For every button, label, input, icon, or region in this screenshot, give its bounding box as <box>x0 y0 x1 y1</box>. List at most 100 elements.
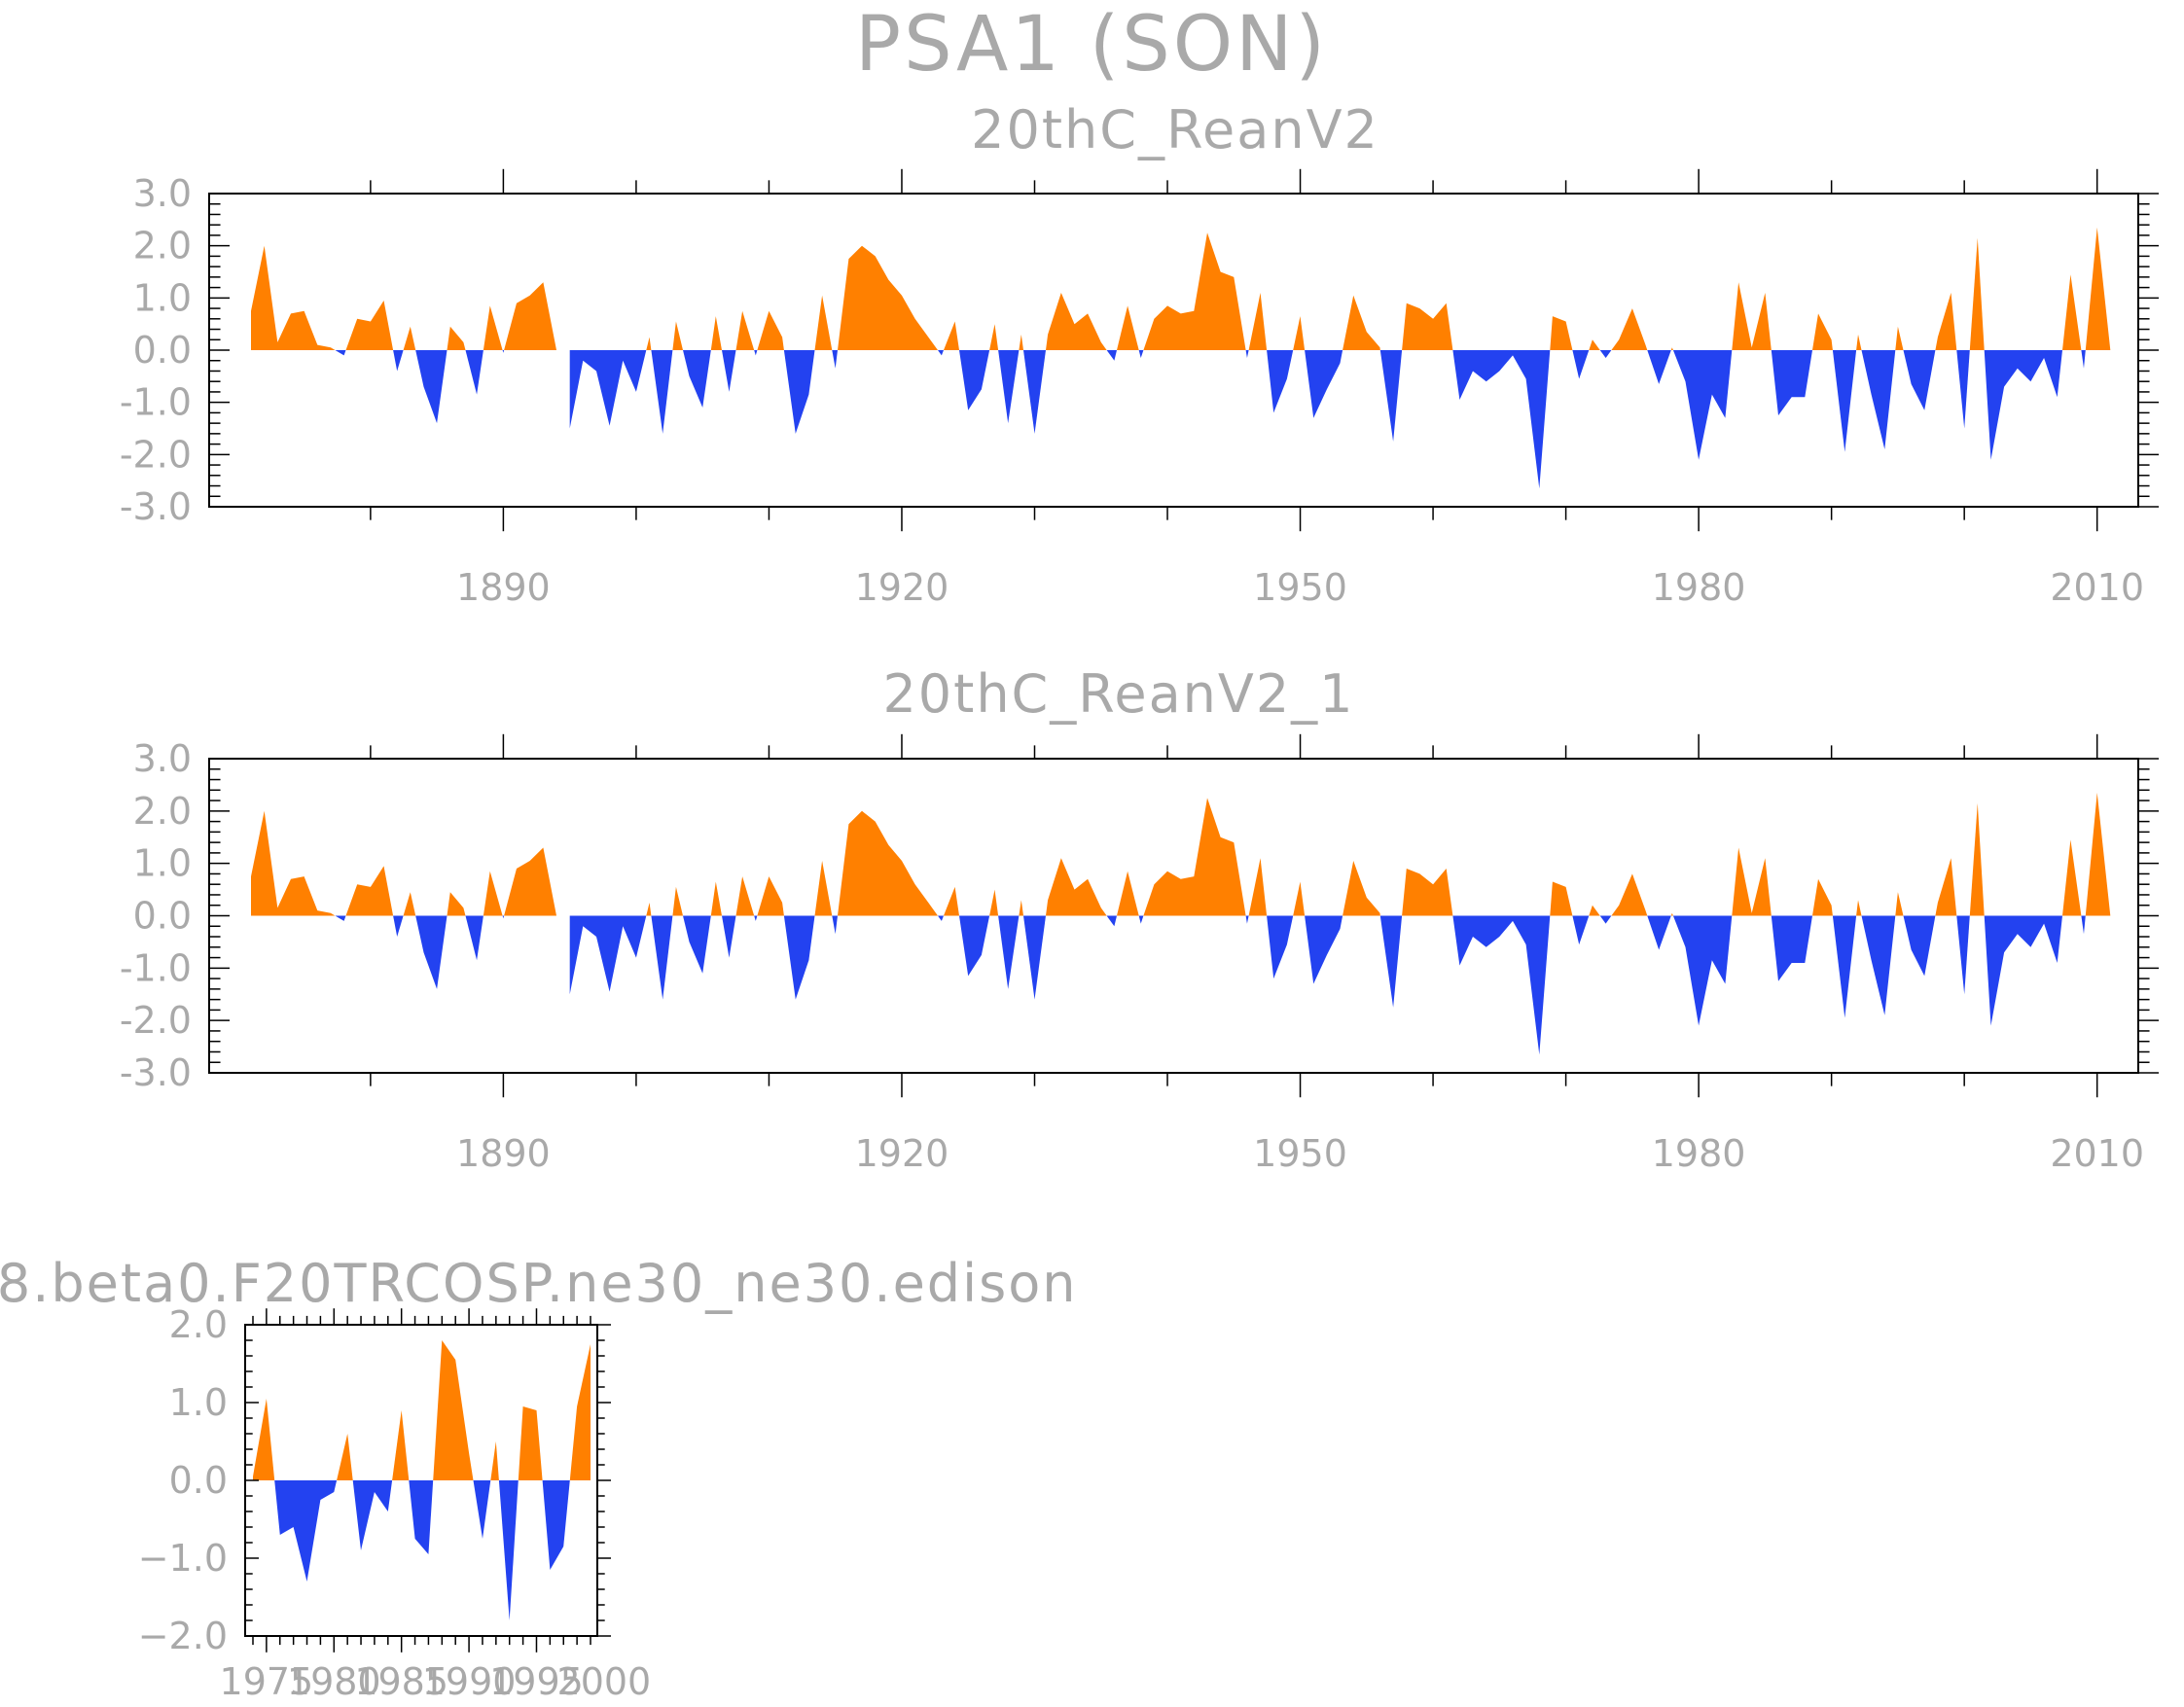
negative-area <box>651 915 673 1000</box>
negative-area <box>754 915 758 921</box>
negative-area <box>1267 915 1294 979</box>
y-tick-label: 0.0 <box>133 895 192 938</box>
negative-area <box>473 1480 491 1539</box>
x-tick-label: 1995 <box>489 1660 584 1703</box>
positive-area <box>735 876 755 916</box>
positive-area <box>757 876 784 916</box>
x-tick-label: 1980 <box>1652 566 1746 609</box>
positive-area <box>1895 892 1904 916</box>
y-tick-label: -3.0 <box>120 485 192 528</box>
negative-area <box>1903 915 1936 977</box>
positive-area <box>1117 871 1139 916</box>
positive-area <box>447 892 466 916</box>
panel-title: 20thC_ReanV2_1 <box>882 663 1354 725</box>
positive-area <box>483 871 503 916</box>
negative-area <box>415 915 448 989</box>
negative-area <box>1138 350 1144 358</box>
panel-plot: −2.0 −1.0 0.0 1.0 2.0 19751980198519901995200… <box>138 1303 652 1703</box>
positive-area <box>1969 802 1985 916</box>
negative-area <box>1599 350 1612 358</box>
positive-area <box>392 1410 410 1480</box>
x-tick-label: 1980 <box>1652 1132 1746 1175</box>
positive-area <box>433 1340 474 1480</box>
positive-area <box>447 326 466 350</box>
positive-area <box>1589 905 1600 916</box>
negative-area <box>1452 915 1551 1055</box>
negative-area <box>1305 915 1343 984</box>
negative-area <box>1267 350 1294 413</box>
negative-area <box>569 350 647 429</box>
negative-area <box>754 350 758 356</box>
positive-area <box>710 316 722 350</box>
x-tick-label: 1920 <box>855 566 949 609</box>
negative-area <box>465 915 483 961</box>
x-tick-label: 1950 <box>1253 566 1347 609</box>
x-tick-label: 1890 <box>456 566 551 609</box>
x-tick-label: 2010 <box>2050 1132 2144 1175</box>
negative-area <box>393 915 404 937</box>
negative-area <box>1572 915 1590 945</box>
negative-area <box>1984 915 2062 1026</box>
positive-area <box>337 1434 353 1480</box>
negative-area <box>1379 350 1403 442</box>
y-tick-label: 0.0 <box>169 1459 228 1502</box>
positive-area <box>838 245 938 350</box>
positive-area <box>569 1344 591 1480</box>
negative-area <box>1106 350 1117 361</box>
positive-area <box>1117 305 1139 350</box>
negative-area <box>1984 350 2062 460</box>
positive-area <box>1248 293 1268 350</box>
panel-20thc-reanv2: 20thC_ReanV2 -3.0 -2.0 -1.0 0.0 1.0 2.0 3.0 189… <box>120 99 2159 609</box>
negative-area <box>1956 915 1970 995</box>
figure-title: PSA1 (SON) <box>855 1 1328 89</box>
panel-title: 20thC_ReanV2 <box>971 99 1379 160</box>
negative-area <box>1023 350 1046 434</box>
positive-area <box>1293 881 1306 916</box>
negative-area <box>542 1480 570 1570</box>
positive-area <box>1812 878 1833 916</box>
negative-area <box>1903 350 1936 410</box>
negative-area <box>683 915 711 974</box>
negative-area <box>1771 915 1812 981</box>
negative-area <box>1599 915 1612 924</box>
negative-area <box>415 350 448 424</box>
y-tick-label: -2.0 <box>120 999 192 1042</box>
x-tick-label: 1985 <box>354 1660 448 1703</box>
positive-area <box>2062 274 2082 350</box>
panel-plot: -3.0 -2.0 -1.0 0.0 1.0 2.0 3.0 1890 1920 1950 1980… <box>120 733 2159 1175</box>
negative-area <box>1832 915 1857 1018</box>
x-tick-label: 1890 <box>456 1132 551 1175</box>
y-tick-label: 1.0 <box>169 1381 228 1424</box>
negative-area <box>409 1480 434 1554</box>
positive-area <box>735 310 755 350</box>
positive-area <box>518 1406 543 1480</box>
negative-area <box>832 915 838 935</box>
negative-area <box>1245 915 1249 924</box>
negative-area <box>352 1480 393 1550</box>
positive-area <box>403 892 416 916</box>
y-tick-label: -2.0 <box>120 433 192 476</box>
positive-area <box>1248 858 1268 916</box>
positive-area <box>1019 334 1023 350</box>
positive-area <box>1856 900 1862 916</box>
y-tick-label: -3.0 <box>120 1051 192 1094</box>
positive-area <box>251 245 336 350</box>
positive-area <box>646 337 652 350</box>
negative-area <box>722 915 736 958</box>
positive-area <box>814 295 833 350</box>
y-tick-label: 0.0 <box>133 329 192 372</box>
positive-area <box>1670 347 1673 350</box>
positive-area <box>1402 302 1453 350</box>
positive-area <box>251 810 336 916</box>
negative-area <box>651 350 673 434</box>
positive-area <box>1293 316 1306 350</box>
x-tick-label: 2010 <box>2050 566 2144 609</box>
y-tick-label: −2.0 <box>138 1615 228 1657</box>
negative-area <box>335 350 346 356</box>
positive-area <box>989 324 999 350</box>
negative-area <box>722 350 736 392</box>
negative-area <box>1106 915 1117 927</box>
panel-title: 18.beta0.F20TRCOSP.ne30_ne30.edison <box>0 1253 1077 1314</box>
positive-area <box>1856 334 1862 350</box>
